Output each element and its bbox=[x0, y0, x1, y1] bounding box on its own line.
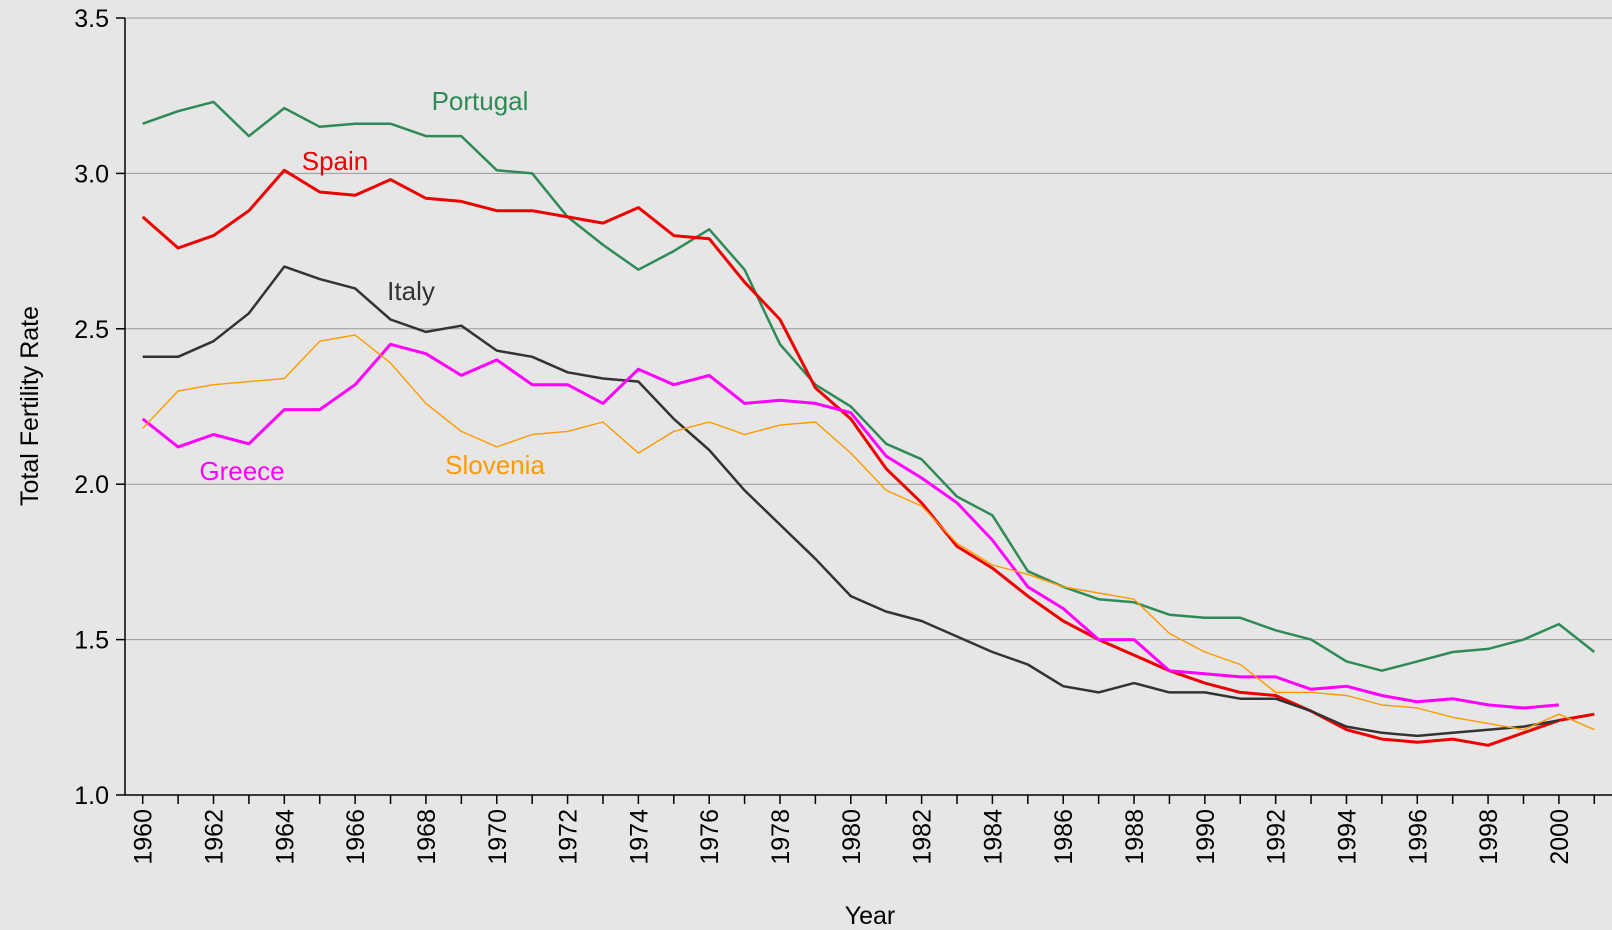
x-tick-label: 1994 bbox=[1333, 809, 1361, 865]
y-tick-label: 2.0 bbox=[74, 471, 109, 499]
series-label: Spain bbox=[302, 146, 369, 176]
series-line bbox=[142, 100, 1596, 672]
x-tick-label: 1990 bbox=[1192, 809, 1220, 865]
x-tick-label: 1972 bbox=[555, 809, 583, 865]
x-tick-label: 1982 bbox=[909, 809, 937, 865]
x-tick-label: 1970 bbox=[484, 809, 512, 865]
series-label: Italy bbox=[387, 276, 435, 306]
x-tick-label: 1974 bbox=[625, 809, 653, 865]
x-tick-label: 1968 bbox=[413, 809, 441, 865]
y-tick-label: 1.0 bbox=[74, 782, 109, 810]
y-tick-label: 3.5 bbox=[74, 5, 109, 33]
series-label: Slovenia bbox=[445, 450, 545, 480]
x-tick-label: 2000 bbox=[1546, 809, 1574, 865]
x-tick-label: 1976 bbox=[696, 809, 724, 865]
series-label: Greece bbox=[199, 456, 284, 486]
series-line bbox=[142, 334, 1595, 731]
x-tick-label: 1966 bbox=[342, 809, 370, 865]
series-line bbox=[141, 168, 1595, 747]
x-axis-title: Year bbox=[845, 902, 896, 930]
y-axis-title: Total Fertility Rate bbox=[16, 306, 44, 506]
y-tick-label: 3.0 bbox=[74, 160, 109, 188]
x-tick-label: 1986 bbox=[1050, 809, 1078, 865]
series-label: Portugal bbox=[432, 86, 529, 116]
x-tick-label: 1996 bbox=[1404, 809, 1432, 865]
x-tick-label: 1992 bbox=[1263, 809, 1291, 865]
y-tick-label: 1.5 bbox=[74, 627, 109, 655]
x-tick-label: 1984 bbox=[979, 809, 1007, 865]
series-line bbox=[142, 265, 1560, 738]
x-tick-label: 1980 bbox=[838, 809, 866, 865]
x-tick-label: 1960 bbox=[130, 809, 158, 865]
x-tick-label: 1964 bbox=[271, 809, 299, 865]
x-tick-label: 1962 bbox=[201, 809, 229, 865]
x-tick-label: 1978 bbox=[767, 809, 795, 865]
x-tick-label: 1998 bbox=[1475, 809, 1503, 865]
series-line bbox=[141, 342, 1560, 710]
x-tick-label: 1988 bbox=[1121, 809, 1149, 865]
y-tick-label: 2.5 bbox=[74, 316, 109, 344]
